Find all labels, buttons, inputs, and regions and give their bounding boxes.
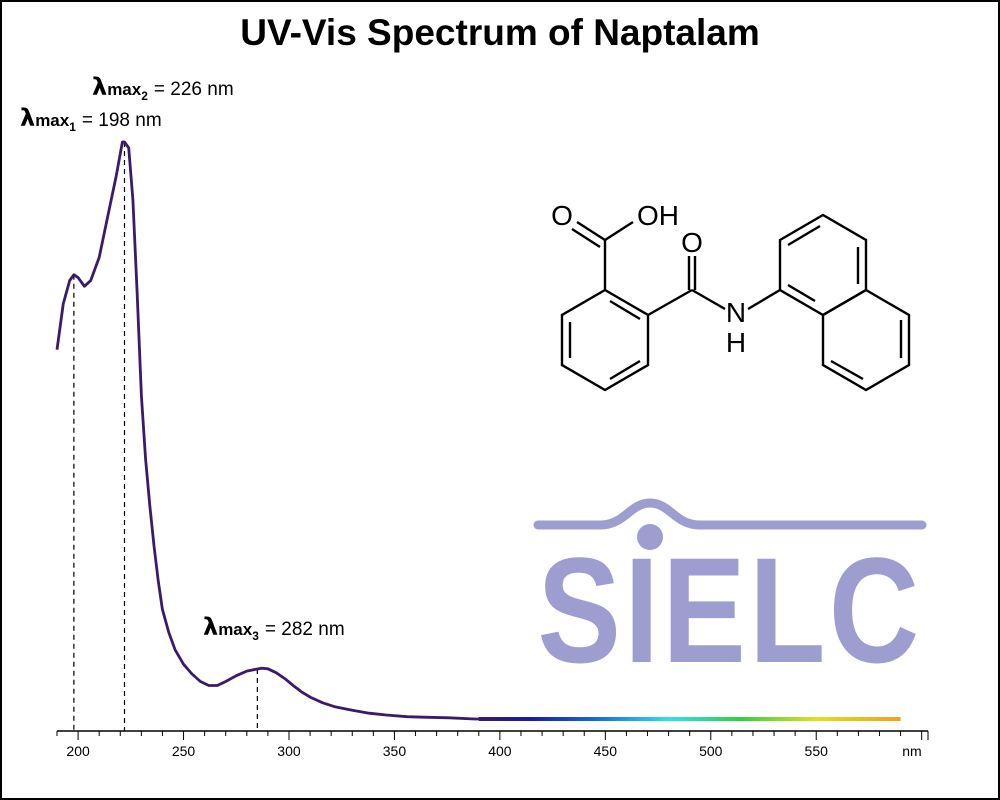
x-tick-label: 400 bbox=[488, 743, 512, 759]
hydroxyl-label: OH bbox=[637, 200, 679, 231]
svg-text:λmax3= 282 nm: λmax3 = 282 nm bbox=[203, 613, 345, 643]
spectrum-series-line bbox=[55, 140, 500, 721]
amide-o-label: O bbox=[681, 227, 703, 258]
x-tick-label: 550 bbox=[805, 743, 829, 759]
peak-markers bbox=[73, 142, 258, 731]
x-axis: 200 250 300 350 400 450 500 550 nm bbox=[56, 730, 929, 759]
peak-annotation-1: λmax1 = 198 nm bbox=[20, 104, 162, 134]
x-tick-label: 450 bbox=[594, 743, 618, 759]
naptalam-structure bbox=[560, 213, 911, 392]
amide-n-label: N bbox=[726, 297, 746, 328]
amide-h-label: H bbox=[726, 327, 746, 358]
x-tick-label: 350 bbox=[383, 743, 407, 759]
sielc-logo: SIELC bbox=[533, 498, 927, 694]
peak-annotation-3: λmax3 = 282 nm bbox=[203, 613, 345, 643]
peak-annotation-2: λmax2 = 226 nm bbox=[92, 73, 234, 103]
svg-text:λmax1= 198 nm: λmax1 = 198 nm bbox=[20, 104, 162, 134]
x-tick-label: 300 bbox=[277, 743, 301, 759]
logo-swoosh bbox=[533, 498, 927, 530]
spectrum-lines bbox=[55, 140, 901, 721]
chart-title: UV-Vis Spectrum of Naptalam bbox=[240, 12, 760, 53]
logo-text: SIELC bbox=[538, 526, 923, 694]
visible-spectrum-band bbox=[478, 717, 901, 721]
carbonyl-o-label: O bbox=[551, 200, 573, 231]
logo-dot bbox=[637, 524, 663, 550]
x-tick-label: 200 bbox=[66, 743, 90, 759]
molecule-labels: O OH O N H bbox=[551, 200, 746, 358]
x-tick-label: 500 bbox=[699, 743, 723, 759]
x-tick-label: 250 bbox=[172, 743, 196, 759]
svg-text:λmax2= 226 nm: λmax2 = 226 nm bbox=[92, 73, 234, 103]
x-unit-label: nm bbox=[902, 743, 921, 759]
